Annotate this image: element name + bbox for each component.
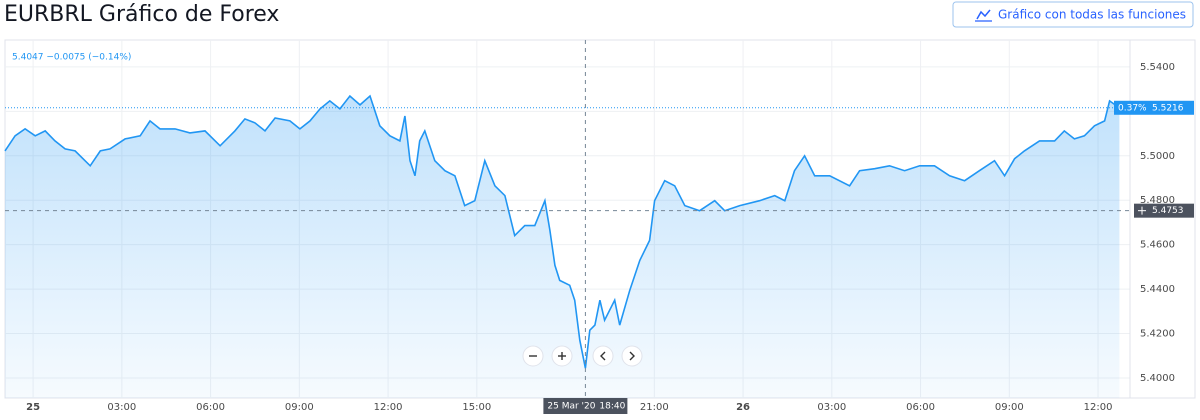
x-tick-label: 09:00 xyxy=(285,402,314,413)
scroll-right-button[interactable] xyxy=(621,345,643,367)
x-tick-label: 25 xyxy=(26,402,40,413)
crosshair-price: 5.4753 xyxy=(1152,206,1184,216)
y-tick-label: 5.4800 xyxy=(1140,195,1175,206)
overlay: 0.37% 5.5216 5.4753 25 Mar '20 18:40 xyxy=(5,40,1194,414)
right-icon xyxy=(629,351,635,361)
x-tick-label: 03:00 xyxy=(817,402,846,413)
scroll-left-button[interactable] xyxy=(592,345,614,367)
full-chart-button[interactable] xyxy=(952,1,1194,28)
legend: 5.4047 −0.0075 (−0.14%) xyxy=(12,53,131,63)
price-line xyxy=(4,94,1120,369)
button-icon xyxy=(976,9,991,20)
crosshair-date: 25 Mar '20 xyxy=(547,402,595,412)
x-tick-label: 15:00 xyxy=(462,402,491,413)
x-tick-label: 03:00 xyxy=(107,402,136,413)
crosshair-clock: 18:40 xyxy=(599,402,625,412)
plot-area: 5.40005.42005.44005.46005.48005.50005.52… xyxy=(4,40,1175,413)
x-tick-label: 26 xyxy=(736,402,750,413)
x-tick-label: 09:00 xyxy=(995,402,1024,413)
crosshair-price-tag xyxy=(1134,203,1194,218)
page-title: EURBRL Gráfico de Forex xyxy=(4,2,279,27)
left-icon xyxy=(600,351,606,361)
y-tick-label: 5.5400 xyxy=(1140,62,1175,73)
price-tag xyxy=(1114,100,1194,115)
x-tick-label: 06:00 xyxy=(906,402,935,413)
y-tick-label: 5.4600 xyxy=(1140,240,1175,251)
x-tick-label: 21:00 xyxy=(640,402,669,413)
button-label[interactable]: Gráfico con todas las funciones xyxy=(998,8,1186,22)
price-tag-value: 5.5216 xyxy=(1152,103,1184,113)
x-tick-label: 06:00 xyxy=(196,402,225,413)
crosshair-time-tag xyxy=(543,398,628,414)
y-tick-label: 5.4200 xyxy=(1140,329,1175,340)
y-tick-label: 5.5000 xyxy=(1140,151,1175,162)
price-tag-change: 0.37% xyxy=(1118,103,1147,113)
area-fill xyxy=(5,96,1120,398)
x-tick-label: 12:00 xyxy=(1084,402,1113,413)
x-tick-label: 12:00 xyxy=(374,402,403,413)
zoom-controls xyxy=(522,345,643,367)
y-tick-label: 5.4000 xyxy=(1140,373,1175,384)
y-tick-label: 5.4400 xyxy=(1140,284,1175,295)
